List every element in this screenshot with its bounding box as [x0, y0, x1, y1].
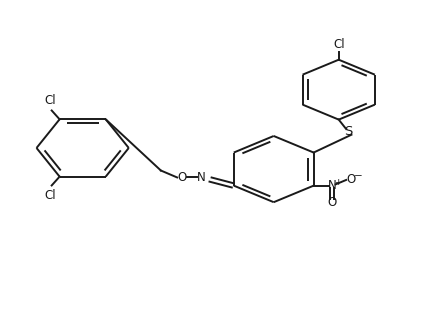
Text: N: N: [197, 171, 206, 184]
Text: −: −: [354, 171, 363, 181]
Text: S: S: [344, 125, 353, 138]
Text: Cl: Cl: [44, 189, 56, 202]
Text: N: N: [328, 179, 336, 192]
Text: Cl: Cl: [44, 94, 56, 107]
Text: O: O: [328, 196, 337, 209]
Text: +: +: [334, 178, 342, 187]
Text: O: O: [346, 173, 355, 186]
Text: O: O: [177, 171, 187, 184]
Text: Cl: Cl: [333, 38, 344, 51]
